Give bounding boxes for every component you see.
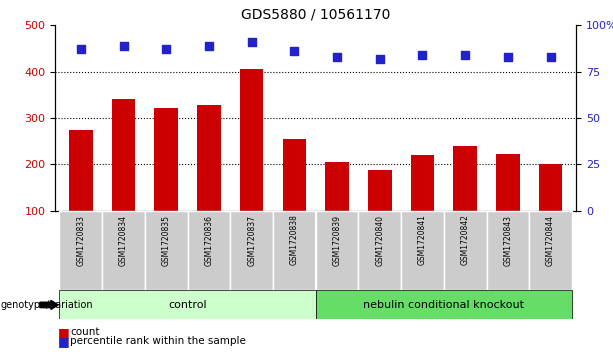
Point [375,56,385,62]
Bar [444,211,487,290]
Point [204,43,214,49]
Point [417,52,427,58]
Text: GSM1720843: GSM1720843 [503,215,512,265]
Bar [112,99,135,211]
Point [76,46,86,52]
Point [503,54,513,60]
Bar [102,211,145,290]
Text: GSM1720842: GSM1720842 [461,215,470,265]
Bar [59,211,102,290]
Bar [401,211,444,290]
Bar [283,139,306,211]
Text: GSM1720835: GSM1720835 [162,215,170,265]
Bar [411,155,434,211]
Point [246,39,256,45]
Text: ■: ■ [58,326,70,339]
Text: GSM1720840: GSM1720840 [375,215,384,265]
Point [289,48,299,54]
Bar [188,211,230,290]
Bar [197,105,221,211]
Bar [487,211,529,290]
Bar [240,69,264,211]
Text: ■: ■ [58,335,70,348]
Bar [454,146,477,211]
Point [460,52,470,58]
Bar [59,290,316,319]
Title: GDS5880 / 10561170: GDS5880 / 10561170 [241,8,390,21]
Text: control: control [168,300,207,310]
Bar [316,290,572,319]
Bar [529,211,572,290]
Point [161,46,171,52]
Point [546,54,555,60]
Text: GSM1720833: GSM1720833 [76,215,85,265]
Text: GSM1720834: GSM1720834 [119,215,128,265]
Bar [69,130,93,211]
Bar [539,164,562,211]
Text: nebulin conditional knockout: nebulin conditional knockout [364,300,524,310]
Bar [496,154,520,211]
Text: GSM1720837: GSM1720837 [247,215,256,265]
Bar [326,162,349,211]
Point [332,54,342,60]
Bar [273,211,316,290]
Text: GSM1720839: GSM1720839 [332,215,341,265]
Bar [359,211,401,290]
Text: GSM1720841: GSM1720841 [418,215,427,265]
Text: genotype/variation: genotype/variation [1,300,93,310]
Bar [230,211,273,290]
Text: GSM1720844: GSM1720844 [546,215,555,265]
Text: percentile rank within the sample: percentile rank within the sample [70,336,246,346]
Text: GSM1720836: GSM1720836 [204,215,213,265]
Bar [145,211,188,290]
Text: count: count [70,327,100,337]
Text: GSM1720838: GSM1720838 [290,215,299,265]
Bar [154,108,178,211]
Point [118,43,128,49]
Bar [316,211,359,290]
Bar [368,170,392,211]
